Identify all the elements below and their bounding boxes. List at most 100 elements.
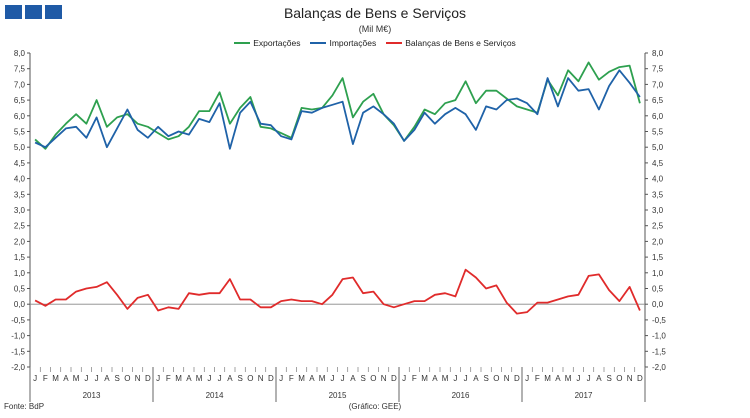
- y-tick-label-right: -1,5: [652, 347, 666, 356]
- x-month-label: J: [279, 374, 283, 383]
- x-month-label: S: [114, 374, 119, 383]
- y-tick-label-left: 0,5: [14, 285, 26, 294]
- y-tick-label-left: 1,5: [14, 253, 26, 262]
- y-tick-label-left: 3,0: [14, 206, 26, 215]
- x-month-label: S: [483, 374, 488, 383]
- y-tick-label-left: 4,5: [14, 159, 26, 168]
- x-month-label: M: [73, 374, 80, 383]
- x-month-label: J: [33, 374, 37, 383]
- logo: [5, 5, 62, 19]
- x-month-label: A: [432, 374, 438, 383]
- logo-square: [25, 5, 42, 19]
- x-month-label: F: [43, 374, 48, 383]
- x-month-label: O: [124, 374, 130, 383]
- x-month-label: M: [175, 374, 182, 383]
- x-month-label: F: [535, 374, 540, 383]
- legend-swatch: [310, 42, 327, 44]
- chart-title: Balanças de Bens e Serviços: [283, 5, 467, 21]
- x-month-label: A: [350, 374, 356, 383]
- x-month-label: J: [84, 374, 88, 383]
- series-line-exports: [34, 61, 641, 150]
- y-tick-label-left: 2,0: [14, 237, 26, 246]
- x-month-label: D: [145, 374, 151, 383]
- y-tick-label-left: 8,0: [14, 49, 26, 58]
- x-month-label: D: [637, 374, 643, 383]
- y-tick-label-left: 6,5: [14, 96, 26, 105]
- y-tick-label-left: 6,0: [14, 112, 26, 121]
- y-tick-label-left: -2,0: [11, 363, 25, 372]
- y-tick-label-right: 0,0: [652, 300, 664, 309]
- y-tick-label-right: 5,0: [652, 143, 664, 152]
- x-month-label: M: [565, 374, 572, 383]
- source-note: Fonte: BdP: [4, 402, 45, 411]
- x-month-label: M: [196, 374, 203, 383]
- x-month-label: N: [381, 374, 387, 383]
- y-tick-label-right: 5,5: [652, 128, 664, 137]
- y-tick-label-right: 4,5: [652, 159, 664, 168]
- x-month-label: S: [237, 374, 242, 383]
- chart-subtitle: (Mil M€): [358, 24, 392, 34]
- series-line-imports: [34, 69, 641, 150]
- y-tick-label-right: 6,5: [652, 96, 664, 105]
- x-month-label: S: [606, 374, 611, 383]
- x-month-label: M: [421, 374, 428, 383]
- x-month-label: F: [412, 374, 417, 383]
- legend-swatch: [386, 42, 403, 44]
- x-month-label: O: [616, 374, 622, 383]
- x-month-label: N: [504, 374, 510, 383]
- y-tick-label-left: 0,0: [14, 300, 26, 309]
- x-month-label: M: [442, 374, 449, 383]
- x-month-label: A: [227, 374, 233, 383]
- y-tick-label-left: 7,5: [14, 65, 26, 74]
- y-tick-label-right: 1,5: [652, 253, 664, 262]
- x-month-label: M: [298, 374, 305, 383]
- legend-label: Balanças de Bens e Serviços: [405, 38, 516, 48]
- y-tick-label-right: 0,5: [652, 285, 664, 294]
- x-month-label: J: [341, 374, 345, 383]
- y-tick-label-right: 7,5: [652, 65, 664, 74]
- x-month-label: D: [514, 374, 520, 383]
- chart-credit: (Gráfico: GEE): [348, 402, 402, 411]
- x-month-label: O: [247, 374, 253, 383]
- y-tick-label-right: 6,0: [652, 112, 664, 121]
- legend-item-exports: Exportações: [234, 38, 300, 48]
- chart-legend: Exportações Importações Balanças de Bens…: [0, 38, 750, 48]
- y-tick-label-left: 5,0: [14, 143, 26, 152]
- y-tick-label-left: -1,5: [11, 347, 25, 356]
- logo-square: [45, 5, 62, 19]
- x-month-label: J: [576, 374, 580, 383]
- y-tick-label-right: 3,0: [652, 206, 664, 215]
- x-month-label: A: [596, 374, 602, 383]
- series-line-balance: [34, 268, 641, 315]
- x-month-label: A: [555, 374, 561, 383]
- x-month-label: J: [207, 374, 211, 383]
- x-year-label: 2016: [452, 391, 470, 400]
- legend-item-balance: Balanças de Bens e Serviços: [386, 38, 516, 48]
- y-tick-label-right: 2,0: [652, 237, 664, 246]
- y-tick-label-right: -0,5: [652, 316, 666, 325]
- x-month-label: A: [473, 374, 479, 383]
- y-tick-label-right: 7,0: [652, 80, 664, 89]
- x-month-label: A: [186, 374, 192, 383]
- x-month-label: J: [525, 374, 529, 383]
- x-month-label: J: [453, 374, 457, 383]
- y-tick-label-left: 2,5: [14, 222, 26, 231]
- x-month-label: N: [627, 374, 633, 383]
- x-year-label: 2014: [206, 391, 224, 400]
- y-tick-label-right: 3,5: [652, 190, 664, 199]
- y-tick-label-left: 4,0: [14, 175, 26, 184]
- x-month-label: D: [391, 374, 397, 383]
- x-month-label: O: [370, 374, 376, 383]
- x-month-label: F: [166, 374, 171, 383]
- y-tick-label-left: -0,5: [11, 316, 25, 325]
- x-month-label: O: [493, 374, 499, 383]
- y-tick-label-right: -1,0: [652, 332, 666, 341]
- x-month-label: J: [464, 374, 468, 383]
- x-year-label: 2013: [83, 391, 101, 400]
- logo-square: [5, 5, 22, 19]
- x-month-label: J: [156, 374, 160, 383]
- x-month-label: N: [135, 374, 141, 383]
- y-tick-label-left: 5,5: [14, 128, 26, 137]
- y-tick-label-right: -2,0: [652, 363, 666, 372]
